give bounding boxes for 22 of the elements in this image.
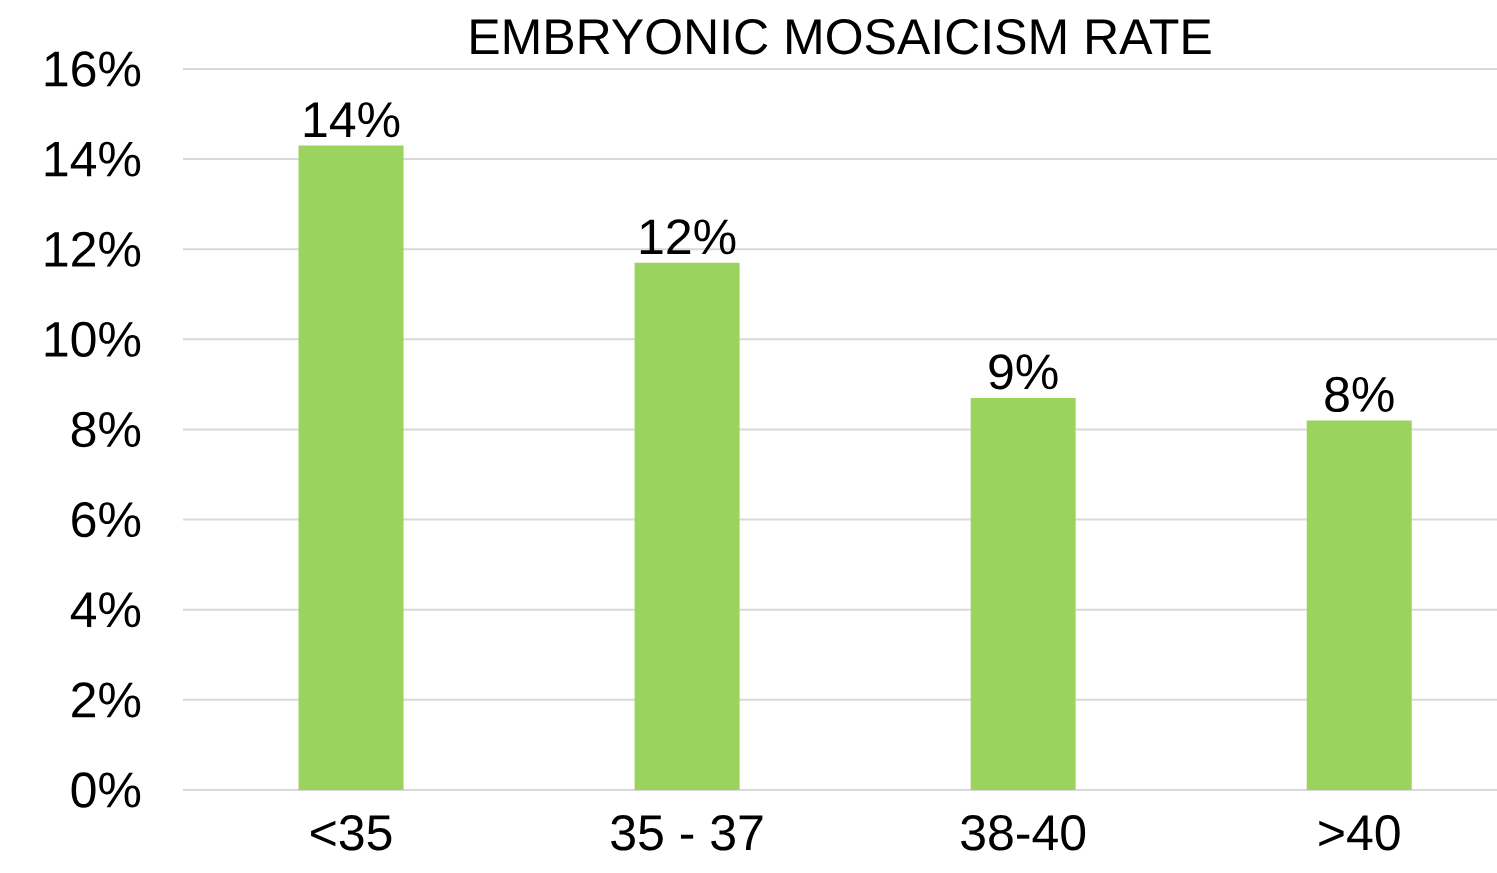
- bar: [298, 145, 404, 790]
- x-tick-label: 35 - 37: [611, 815, 763, 851]
- x-tick-label: 38-40: [961, 815, 1086, 851]
- y-tick-label: 0%: [71, 772, 141, 808]
- y-tick-label: 8%: [71, 411, 141, 448]
- y-tick-label: 12%: [45, 231, 141, 267]
- y-tick-label: 16%: [45, 51, 141, 87]
- bar: [634, 262, 740, 790]
- data-label: 9%: [989, 354, 1058, 390]
- data-label: 12%: [640, 219, 736, 255]
- chart-title: EMBRYONIC MOSAICISM RATE: [471, 19, 1211, 55]
- y-tick-label: 2%: [72, 682, 141, 718]
- bar: [970, 397, 1076, 790]
- y-tick-label: 14%: [45, 141, 141, 177]
- bar: [1306, 420, 1412, 790]
- x-tick-label: <35: [311, 815, 392, 851]
- data-label: 14%: [304, 102, 400, 138]
- y-tick-label: 4%: [70, 592, 141, 628]
- y-tick-label: 6%: [72, 501, 141, 538]
- data-label: 8%: [1325, 376, 1394, 413]
- x-tick-label: >40: [1319, 815, 1400, 851]
- y-tick-label: 10%: [45, 321, 141, 358]
